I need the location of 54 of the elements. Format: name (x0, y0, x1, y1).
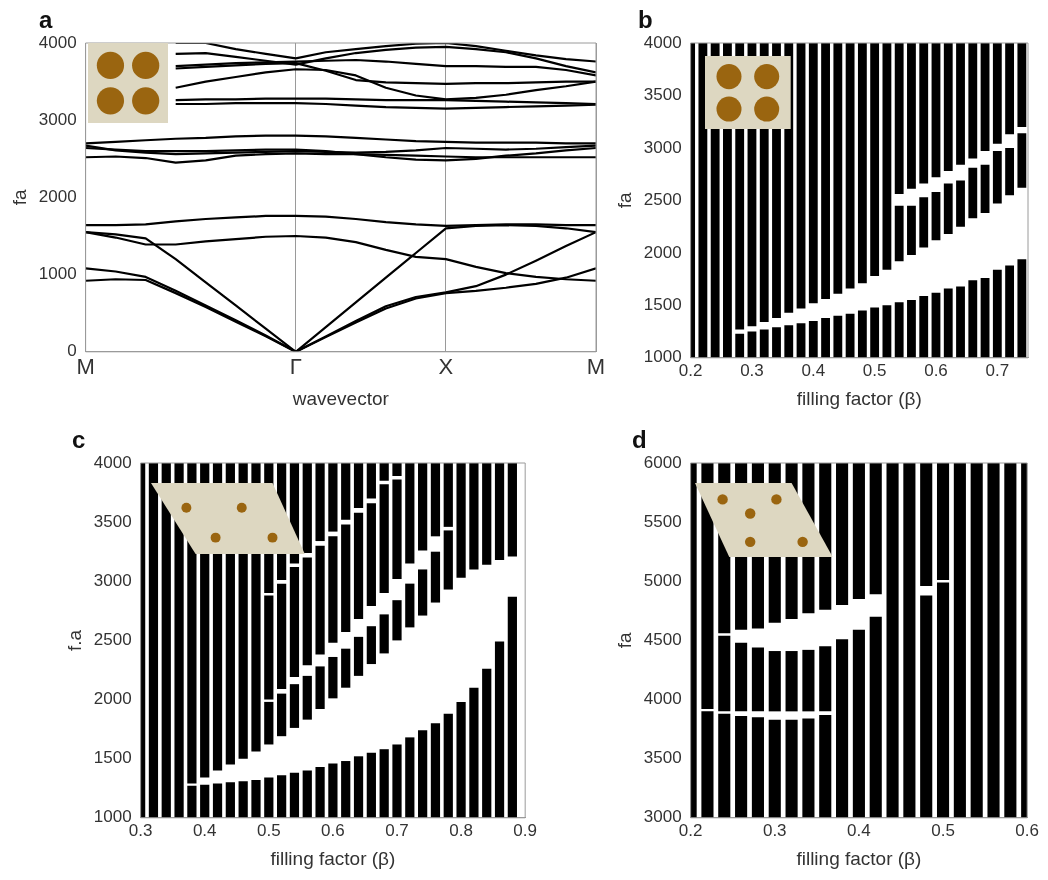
x-tick-label: M (76, 354, 95, 380)
y-tick-label: 4000 (93, 452, 132, 472)
x-tick-label: 0.3 (740, 360, 764, 380)
x-tick-label: X (438, 354, 454, 380)
x-tick-label: 0.5 (256, 820, 281, 840)
y-axis-title: fa (613, 632, 635, 649)
y-tick-label: 1500 (643, 295, 682, 315)
y-tick-label: 1500 (93, 748, 132, 768)
x-tick-label: 0.4 (192, 820, 217, 840)
x-tick-label: Γ (289, 354, 302, 380)
x-tick-label: 0.4 (847, 820, 871, 840)
y-tick-label: 2000 (643, 242, 682, 262)
x-tick-label: 0.6 (1015, 820, 1039, 840)
x-axis-title: filling factor (β) (796, 847, 922, 869)
y-tick-label: 2500 (643, 190, 682, 210)
text: b (638, 5, 653, 33)
y-tick-label: 2000 (38, 187, 77, 207)
y-tick-label: 2000 (93, 689, 132, 709)
x-axis-title: filling factor (β) (796, 387, 922, 409)
y-tick-label: 0 (67, 341, 77, 361)
x-tick-label: 0.8 (449, 820, 473, 840)
text: c (72, 425, 86, 453)
y-tick-label: 4500 (643, 630, 682, 650)
y-tick-label: 3000 (643, 137, 682, 157)
y-tick-label: 3500 (93, 511, 132, 531)
y-tick-label: 3000 (93, 570, 132, 590)
y-axis-title: fa (613, 192, 635, 209)
y-tick-label: 6000 (643, 452, 682, 472)
x-tick-label: 0.9 (513, 820, 537, 840)
x-axis-title: filling factor (β) (270, 847, 396, 869)
y-axis-title: fa (8, 189, 30, 206)
x-tick-label: 0.7 (385, 820, 409, 840)
x-tick-label: 0.6 (321, 820, 345, 840)
y-tick-label: 4000 (38, 32, 77, 52)
y-tick-label: 2500 (93, 630, 132, 650)
y-tick-label: 1000 (38, 264, 77, 284)
text: a (39, 5, 53, 33)
y-axis-title: f.a (63, 629, 85, 651)
x-tick-label: M (586, 354, 606, 380)
x-tick-label: 0.4 (801, 360, 826, 380)
x-tick-label: 0.5 (931, 820, 955, 840)
y-tick-label: 4000 (643, 32, 682, 52)
y-tick-label: 3500 (643, 85, 682, 105)
x-axis-title: wavevector (291, 387, 390, 409)
x-tick-label: 0.6 (924, 360, 948, 380)
y-tick-label: 4000 (643, 689, 682, 709)
x-tick-label: 0.7 (985, 360, 1010, 380)
x-tick-label: 0.5 (862, 360, 887, 380)
y-tick-label: 5500 (643, 511, 682, 531)
text: d (632, 425, 647, 453)
y-tick-label: 3500 (643, 748, 682, 768)
y-tick-label: 3000 (38, 109, 77, 129)
y-tick-label: 5000 (643, 570, 682, 590)
x-tick-label: 0.3 (762, 820, 787, 840)
